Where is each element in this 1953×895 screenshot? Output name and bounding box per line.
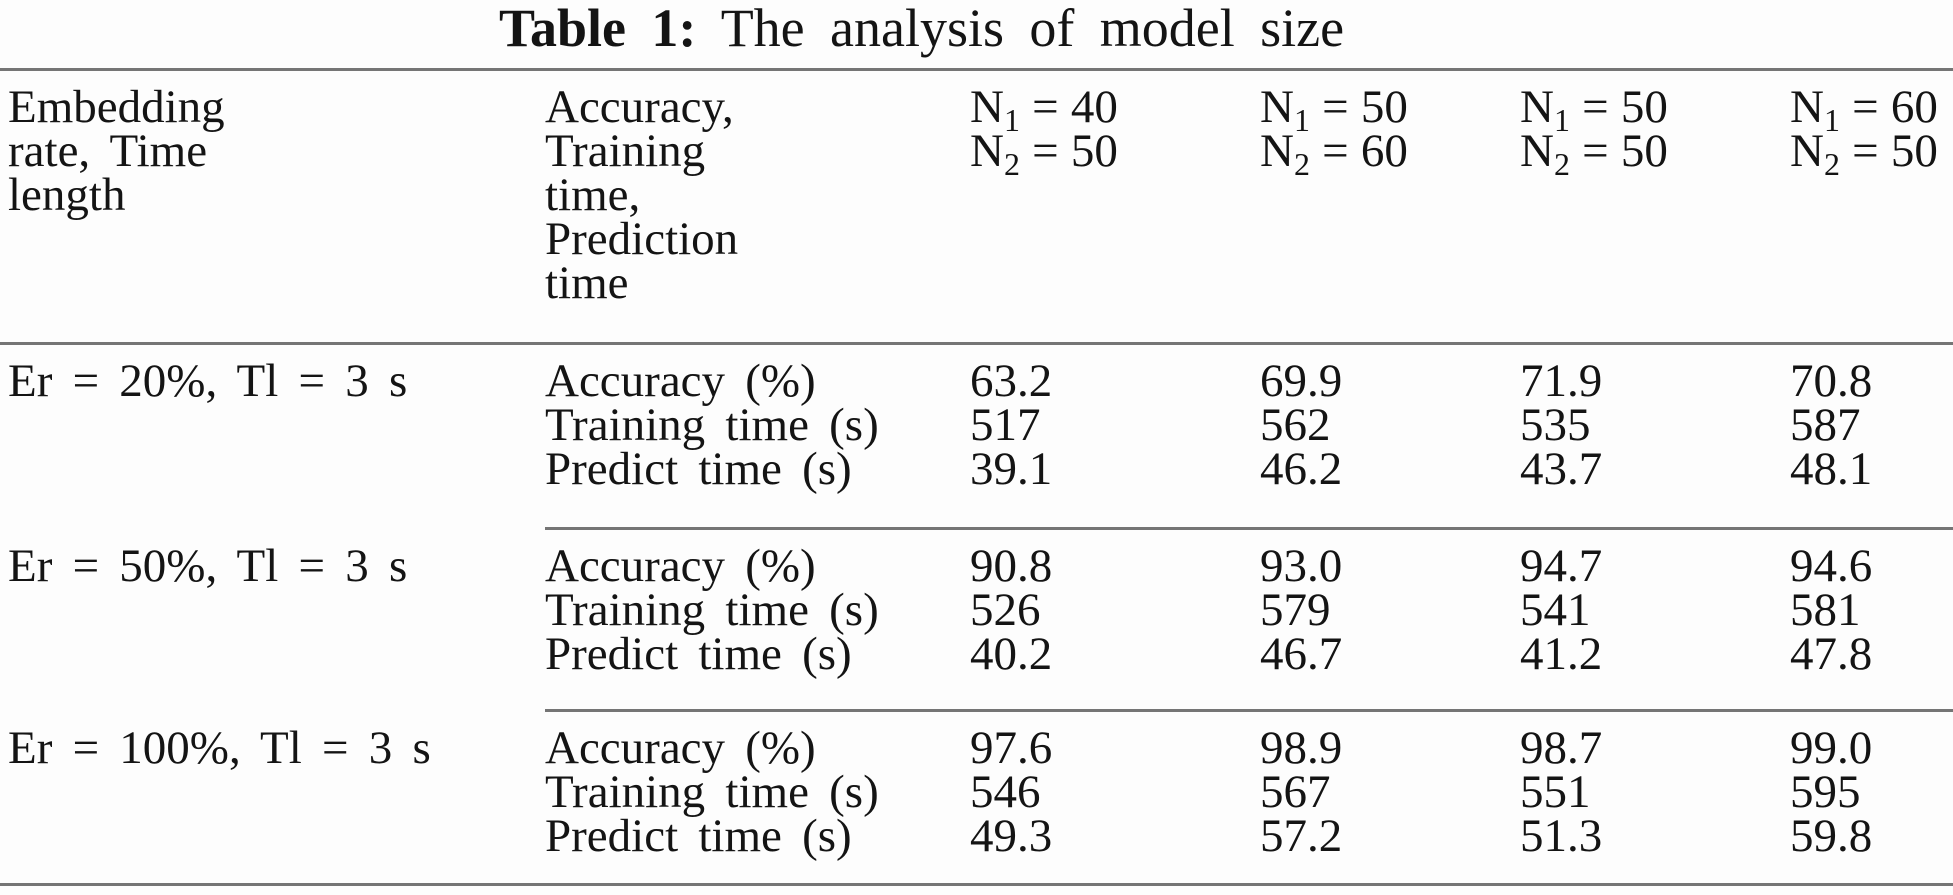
- value-cell: 63.2: [970, 355, 1053, 407]
- value-cell: 48.1: [1790, 443, 1873, 495]
- table-row: Predict time (s) 39.1 46.2 43.7 48.1: [0, 443, 1953, 495]
- n2-definition: N2 = 50: [1790, 125, 1938, 182]
- value-cell: 99.0: [1790, 722, 1873, 774]
- header-line: Training: [545, 125, 706, 177]
- value-cell: 93.0: [1260, 540, 1343, 592]
- value-cell: 546: [970, 766, 1041, 818]
- table-caption: Table 1: The analysis of model size: [0, 0, 1953, 68]
- value-cell: 69.9: [1260, 355, 1343, 407]
- value-cell: 43.7: [1520, 443, 1603, 495]
- header-line: length: [8, 169, 126, 221]
- value-cell: 90.8: [970, 540, 1053, 592]
- metric-label: Predict time (s): [545, 443, 852, 495]
- value-cell: 51.3: [1520, 810, 1603, 862]
- metric-label: Accuracy (%): [545, 540, 816, 592]
- value-cell: 70.8: [1790, 355, 1873, 407]
- header-line: Accuracy,: [545, 81, 734, 133]
- table-row: Training time (s) 517 562 535 587: [0, 399, 1953, 451]
- value-cell: 94.7: [1520, 540, 1603, 592]
- value-cell: 567: [1260, 766, 1331, 818]
- value-cell: 535: [1520, 399, 1591, 451]
- table-row: Predict time (s) 40.2 46.7 41.2 47.8: [0, 628, 1953, 680]
- metric-label: Accuracy (%): [545, 722, 816, 774]
- value-cell: 46.2: [1260, 443, 1343, 495]
- table-number-label: Table 1:: [498, 0, 697, 58]
- header-line: Embedding: [8, 81, 225, 133]
- metric-label: Training time (s): [545, 584, 879, 636]
- n1-definition: N1 = 40: [970, 81, 1118, 138]
- value-cell: 39.1: [970, 443, 1053, 495]
- row-group-er-100: Er = 100%, Tl = 3 s Accuracy (%) 97.6 98…: [0, 712, 1953, 883]
- table-header-row: Embedding rate, Time length Accuracy, Tr…: [0, 71, 1953, 342]
- table-row: Training time (s) 546 567 551 595: [0, 766, 1953, 818]
- group-label-spacer: [0, 447, 545, 491]
- header-line: time: [545, 257, 629, 309]
- value-cell: 71.9: [1520, 355, 1603, 407]
- n2-definition: N2 = 50: [970, 125, 1118, 182]
- header-line: rate, Time: [8, 125, 208, 177]
- table-row: Er = 20%, Tl = 3 s Accuracy (%) 63.2 69.…: [0, 355, 1953, 407]
- value-cell: 517: [970, 399, 1041, 451]
- model-size-column-header-1: N1 = 40 N2 = 50: [970, 81, 1260, 342]
- row-group-er-50: Er = 50%, Tl = 3 s Accuracy (%) 90.8 93.…: [0, 530, 1953, 709]
- table-row: Training time (s) 526 579 541 581: [0, 584, 1953, 636]
- value-cell: 541: [1520, 584, 1591, 636]
- group-label-spacer: [0, 588, 545, 632]
- value-cell: 526: [970, 584, 1041, 636]
- metric-label: Accuracy (%): [545, 355, 816, 407]
- header-line: Prediction: [545, 213, 739, 265]
- value-cell: 59.8: [1790, 810, 1873, 862]
- value-cell: 579: [1260, 584, 1331, 636]
- n1-definition: N1 = 60: [1790, 81, 1938, 138]
- value-cell: 98.9: [1260, 722, 1343, 774]
- value-cell: 40.2: [970, 628, 1053, 680]
- value-cell: 562: [1260, 399, 1331, 451]
- model-size-column-header-2: N1 = 50 N2 = 60: [1260, 81, 1520, 342]
- value-cell: 47.8: [1790, 628, 1873, 680]
- value-cell: 41.2: [1520, 628, 1603, 680]
- value-cell: 595: [1790, 766, 1861, 818]
- group-divider-rule: [545, 709, 1953, 712]
- table-top-rule: [0, 68, 1953, 71]
- value-cell: 98.7: [1520, 722, 1603, 774]
- n1-definition: N1 = 50: [1260, 81, 1408, 138]
- group-label: Er = 20%, Tl = 3 s: [8, 355, 408, 407]
- metric-label: Predict time (s): [545, 810, 852, 862]
- row-header-title: Embedding rate, Time length: [0, 81, 545, 342]
- header-line: time,: [545, 169, 641, 221]
- metric-label: Training time (s): [545, 399, 879, 451]
- value-cell: 49.3: [970, 810, 1053, 862]
- table-row: Er = 50%, Tl = 3 s Accuracy (%) 90.8 93.…: [0, 540, 1953, 592]
- group-label: Er = 100%, Tl = 3 s: [8, 722, 431, 774]
- value-cell: 551: [1520, 766, 1591, 818]
- metrics-header: Accuracy, Training time, Prediction time: [545, 81, 970, 342]
- n2-definition: N2 = 60: [1260, 125, 1408, 182]
- table-row: Er = 100%, Tl = 3 s Accuracy (%) 97.6 98…: [0, 722, 1953, 774]
- table-caption-text: The analysis of model size: [720, 0, 1345, 58]
- group-divider-rule: [545, 527, 1953, 530]
- group-label-spacer: [0, 770, 545, 814]
- value-cell: 97.6: [970, 722, 1053, 774]
- metric-label: Training time (s): [545, 766, 879, 818]
- group-label-spacer: [0, 403, 545, 447]
- value-cell: 587: [1790, 399, 1861, 451]
- model-size-column-header-4: N1 = 60 N2 = 50: [1790, 81, 1953, 342]
- n1-definition: N1 = 50: [1520, 81, 1668, 138]
- value-cell: 57.2: [1260, 810, 1343, 862]
- n2-definition: N2 = 50: [1520, 125, 1668, 182]
- group-label: Er = 50%, Tl = 3 s: [8, 540, 408, 592]
- table-bottom-rule: [0, 883, 1953, 886]
- row-group-er-20: Er = 20%, Tl = 3 s Accuracy (%) 63.2 69.…: [0, 345, 1953, 527]
- metric-label: Predict time (s): [545, 628, 852, 680]
- table-row: Predict time (s) 49.3 57.2 51.3 59.8: [0, 810, 1953, 862]
- model-size-column-header-3: N1 = 50 N2 = 50: [1520, 81, 1790, 342]
- group-label-spacer: [0, 632, 545, 676]
- value-cell: 581: [1790, 584, 1861, 636]
- group-label-spacer: [0, 814, 545, 858]
- header-bottom-rule: [0, 342, 1953, 345]
- value-cell: 94.6: [1790, 540, 1873, 592]
- value-cell: 46.7: [1260, 628, 1343, 680]
